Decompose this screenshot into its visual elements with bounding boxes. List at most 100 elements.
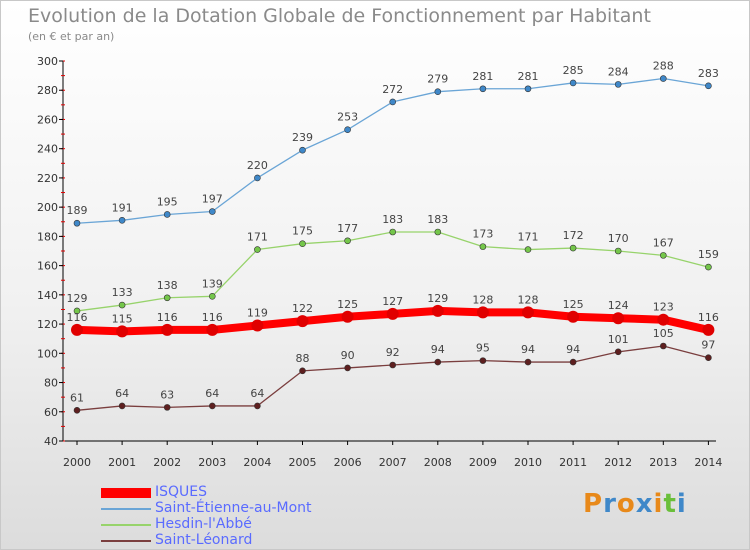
data-label: 177 (337, 222, 358, 235)
x-tick-label: 2010 (514, 456, 542, 469)
data-label: 125 (337, 298, 358, 311)
data-point (254, 246, 261, 253)
data-label: 159 (698, 248, 719, 261)
data-point (659, 342, 667, 350)
data-label: 172 (563, 229, 584, 242)
y-tick-label: 200 (37, 201, 58, 214)
data-label: 189 (67, 204, 88, 217)
data-label: 116 (698, 311, 719, 324)
data-label: 272 (382, 83, 403, 96)
data-label: 116 (67, 311, 88, 324)
data-label: 125 (563, 298, 584, 311)
data-point (524, 246, 532, 253)
data-label: 119 (247, 307, 268, 320)
data-point (434, 228, 442, 236)
data-point (614, 247, 622, 255)
data-label: 239 (292, 131, 313, 144)
data-point (659, 75, 667, 82)
data-point (73, 219, 81, 227)
data-point (254, 402, 261, 410)
data-point (344, 237, 351, 245)
data-label: 123 (653, 301, 674, 314)
legend-label: Hesdin-l'Abbé (155, 516, 252, 532)
data-label: 127 (382, 295, 403, 308)
logo-letter: x (635, 489, 654, 519)
legend-label: Saint-Léonard (155, 532, 253, 548)
data-label: 95 (476, 342, 490, 355)
data-point (659, 252, 667, 259)
x-tick-label: 2007 (379, 456, 407, 469)
data-point (569, 244, 577, 252)
x-tick-label: 2001 (108, 456, 136, 469)
data-label: 128 (472, 293, 493, 306)
data-label: 170 (608, 232, 629, 245)
data-label: 288 (653, 60, 674, 73)
data-label: 283 (698, 67, 719, 80)
data-label: 171 (518, 231, 539, 244)
data-label: 90 (341, 349, 355, 362)
data-point (524, 358, 532, 366)
y-tick-label: 180 (37, 230, 58, 243)
chart-title: Evolution de la Dotation Globale de Fonc… (28, 5, 651, 27)
data-point (702, 323, 715, 336)
data-label: 191 (112, 201, 133, 214)
data-label: 195 (157, 195, 178, 208)
data-point (118, 402, 126, 410)
y-tick-label: 240 (37, 143, 58, 156)
y-tick-label: 40 (44, 435, 58, 448)
x-tick-label: 2012 (604, 456, 632, 469)
x-tick-label: 2013 (649, 456, 677, 469)
data-point (522, 306, 534, 319)
data-point (705, 263, 712, 271)
legend-swatch (101, 488, 151, 498)
x-tick-label: 2009 (469, 456, 497, 469)
data-label: 92 (386, 346, 400, 359)
data-point (524, 85, 532, 93)
data-point (614, 348, 622, 356)
data-label: 94 (566, 343, 580, 356)
data-label: 101 (608, 333, 629, 346)
logo-letter: i (676, 489, 687, 519)
logo-letter: t (663, 489, 677, 519)
x-tick-label: 2006 (334, 456, 362, 469)
data-label: 129 (427, 292, 448, 305)
data-label: 171 (247, 231, 268, 244)
data-label: 63 (160, 388, 174, 401)
data-point (251, 319, 264, 332)
y-tick-label: 160 (37, 260, 58, 273)
legend-swatch (101, 524, 151, 526)
data-label: 183 (427, 213, 448, 226)
y-tick-label: 80 (44, 377, 58, 390)
data-point (614, 81, 622, 88)
data-point (163, 404, 171, 411)
data-label: 129 (67, 292, 88, 305)
data-label: 220 (247, 159, 268, 172)
data-point (389, 361, 397, 369)
y-tick-label: 100 (37, 347, 58, 360)
legend-swatch (101, 540, 151, 542)
data-point (344, 126, 351, 133)
x-tick-label: 2004 (243, 456, 271, 469)
data-label: 124 (608, 299, 629, 312)
data-point (163, 294, 171, 302)
data-point (254, 174, 261, 182)
data-label: 61 (70, 391, 84, 404)
logo-letter: o (616, 489, 636, 519)
data-point (163, 211, 171, 218)
data-label: 197 (202, 193, 223, 206)
data-label: 281 (518, 70, 539, 83)
data-point (299, 146, 306, 154)
logo-letter: i (653, 489, 664, 519)
data-label: 128 (518, 293, 539, 306)
data-point (479, 357, 487, 364)
data-label: 279 (427, 73, 448, 86)
data-point (209, 293, 216, 300)
data-point (344, 364, 351, 372)
data-point (299, 367, 306, 375)
data-label: 183 (382, 213, 403, 226)
data-point (569, 79, 577, 87)
data-label: 94 (431, 343, 445, 356)
data-label: 122 (292, 302, 313, 315)
